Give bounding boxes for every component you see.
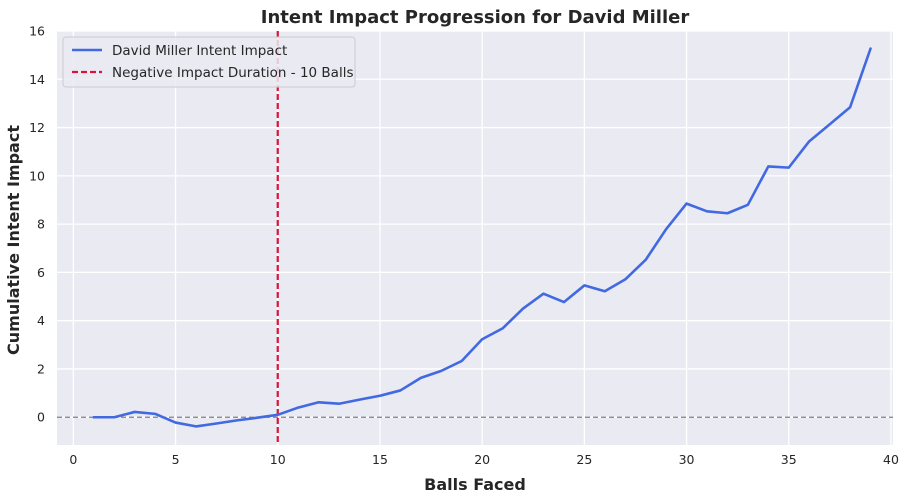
chart-title: Intent Impact Progression for David Mill… xyxy=(261,7,690,28)
y-tick-labels: 0 2 4 6 8 10 12 14 16 xyxy=(29,24,45,425)
series-line xyxy=(92,47,872,428)
x-tick-labels: 0 5 10 15 20 25 30 35 40 xyxy=(69,452,899,467)
x-tick-label: 25 xyxy=(576,452,592,467)
y-axis-title: Cumulative Intent Impact xyxy=(4,125,23,355)
x-tick-label: 30 xyxy=(679,452,695,467)
x-axis-title: Balls Faced xyxy=(424,475,526,494)
y-tick-label: 2 xyxy=(37,361,45,376)
grid xyxy=(57,30,893,445)
legend: David Miller Intent Impact Negative Impa… xyxy=(62,36,356,88)
series-group xyxy=(92,47,872,428)
legend-entry-series: David Miller Intent Impact xyxy=(112,43,287,59)
x-tick-label: 35 xyxy=(781,452,797,467)
reference-lines xyxy=(57,31,893,445)
y-tick-label: 12 xyxy=(29,120,45,135)
legend-entry-vline: Negative Impact Duration - 10 Balls xyxy=(112,65,353,81)
x-tick-label: 40 xyxy=(883,452,899,467)
y-tick-label: 4 xyxy=(37,313,45,328)
x-tick-label: 0 xyxy=(69,452,77,467)
legend-box xyxy=(62,36,356,88)
y-tick-label: 6 xyxy=(37,265,45,280)
x-tick-label: 20 xyxy=(474,452,490,467)
x-tick-label: 15 xyxy=(372,452,388,467)
y-tick-label: 16 xyxy=(29,24,45,39)
y-tick-label: 10 xyxy=(29,168,45,183)
y-tick-label: 8 xyxy=(37,217,45,232)
y-tick-label: 14 xyxy=(29,72,45,87)
plot-area xyxy=(57,31,893,445)
x-tick-label: 5 xyxy=(172,452,180,467)
x-tick-label: 10 xyxy=(270,452,286,467)
y-tick-label: 0 xyxy=(37,410,45,425)
